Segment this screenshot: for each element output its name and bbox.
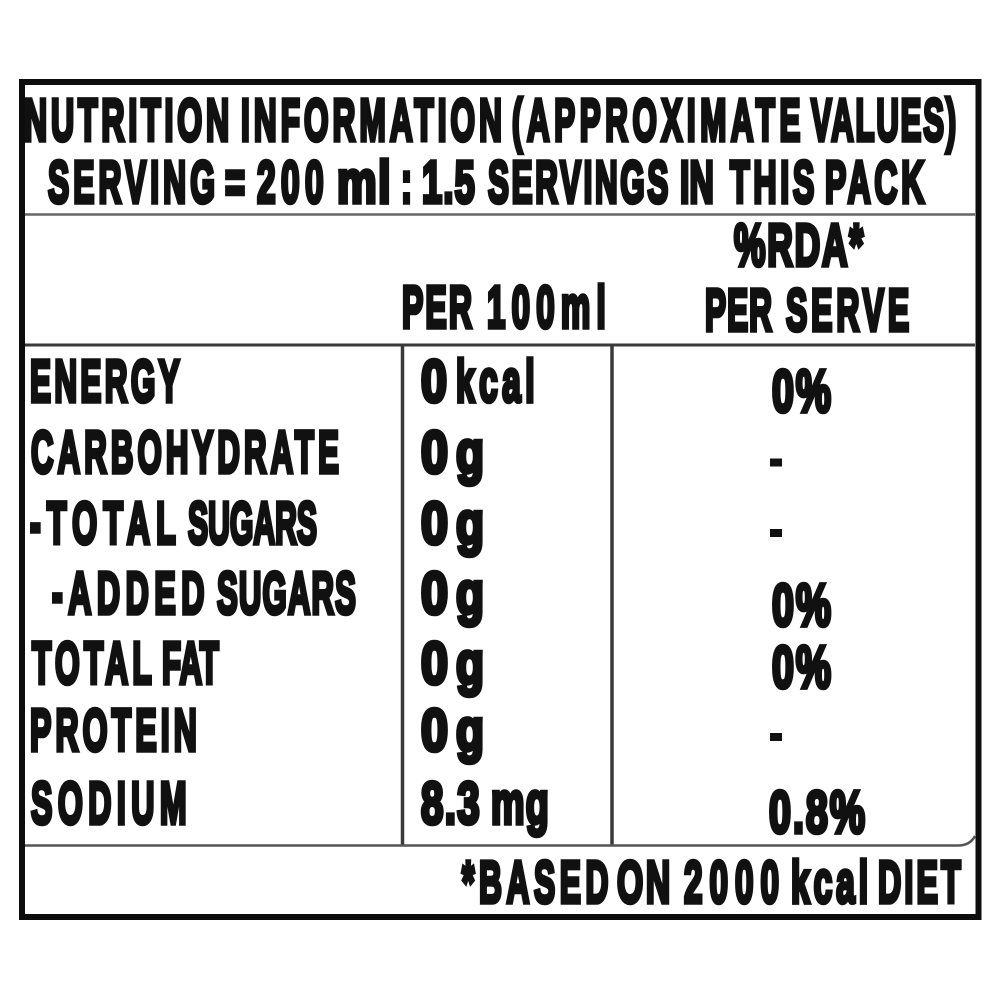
svg-text:SUGARS: SUGARS (188, 491, 317, 557)
svg-text:0%: 0% (772, 635, 833, 701)
svg-text:ON: ON (617, 850, 673, 916)
svg-text:PER: PER (402, 275, 474, 341)
svg-text:(APPROXIMATE: (APPROXIMATE (512, 88, 805, 154)
svg-text:IN: IN (680, 150, 714, 216)
svg-text:200: 200 (257, 150, 329, 216)
svg-text:0%: 0% (772, 573, 833, 639)
svg-text:SODIUM: SODIUM (31, 771, 192, 837)
svg-text:PER: PER (705, 278, 773, 344)
svg-text:SERVINGS: SERVINGS (488, 150, 671, 216)
svg-text:g: g (456, 491, 484, 557)
svg-text:2000: 2000 (684, 850, 786, 916)
svg-text:8.3: 8.3 (421, 771, 481, 837)
svg-text::: : (401, 150, 412, 216)
svg-text:%RDA*: %RDA* (734, 213, 865, 279)
svg-text:0: 0 (421, 631, 448, 697)
svg-text:INFORMATION: INFORMATION (241, 88, 506, 154)
svg-text:0: 0 (421, 561, 448, 627)
svg-text:0.8%: 0.8% (769, 780, 867, 846)
svg-text:0: 0 (421, 420, 448, 486)
svg-text:g: g (456, 698, 484, 764)
svg-text:THIS: THIS (730, 150, 818, 216)
svg-text:SERVE: SERVE (786, 278, 913, 344)
svg-text:DIET: DIET (878, 850, 964, 916)
svg-text:1.5: 1.5 (422, 150, 476, 216)
svg-text:g: g (456, 420, 484, 486)
svg-text:PACK: PACK (825, 150, 928, 216)
svg-text:g: g (456, 561, 484, 627)
svg-text:kcal: kcal (456, 349, 539, 415)
svg-text:100ml: 100ml (487, 275, 612, 341)
svg-text:0: 0 (421, 491, 448, 557)
svg-text:ml: ml (337, 150, 392, 216)
svg-text:-ADDED: -ADDED (52, 561, 210, 627)
svg-text:kcal: kcal (791, 850, 872, 916)
svg-text:PROTEIN: PROTEIN (30, 698, 201, 764)
svg-text:g: g (456, 631, 484, 697)
svg-text:mg: mg (491, 771, 550, 837)
svg-text:SUGARS: SUGARS (217, 561, 357, 627)
svg-text:0%: 0% (772, 359, 833, 425)
svg-text:SERVING: SERVING (48, 150, 219, 216)
svg-text:NUTRITION: NUTRITION (24, 88, 233, 154)
svg-text:0: 0 (421, 698, 448, 764)
svg-text:TOTAL: TOTAL (32, 631, 156, 697)
svg-text:0: 0 (421, 349, 447, 415)
svg-text:FAT: FAT (162, 631, 219, 697)
svg-text:=: = (225, 150, 245, 216)
svg-text:*BASED: *BASED (462, 850, 613, 916)
svg-text:-TOTAL: -TOTAL (30, 491, 182, 557)
svg-text:CARBOHYDRATE: CARBOHYDRATE (31, 420, 343, 486)
svg-text:VALUES): VALUES) (811, 88, 958, 154)
svg-text:ENERGY: ENERGY (30, 349, 183, 415)
